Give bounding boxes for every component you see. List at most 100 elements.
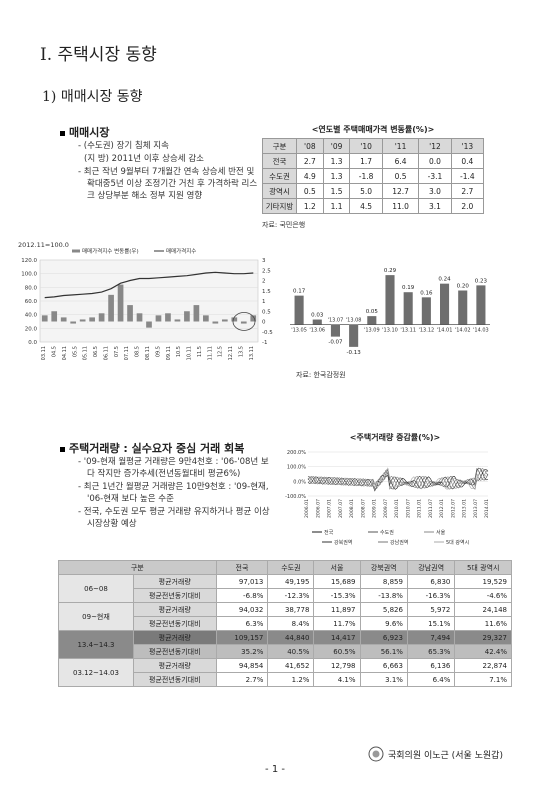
bar <box>117 284 124 322</box>
chart2-source: 자료: 한국감정원 <box>296 371 346 379</box>
table1-title: <연도별 주택매매가격 변동률(%)> <box>311 125 435 134</box>
data-label: 0.24 <box>438 277 451 283</box>
x-tick-label: '13.12 <box>419 328 435 334</box>
footer-author: 국회의원 이노근 (서울 노원갑) <box>368 746 503 762</box>
table1-header: '11 <box>381 138 420 154</box>
bar <box>240 321 247 324</box>
x-tick-label: 2014.01 <box>484 499 490 518</box>
bar <box>349 324 359 347</box>
x-tick-label: 13.11 <box>249 346 255 360</box>
y2-tick-label: 0 <box>262 320 266 326</box>
series-line <box>307 469 489 492</box>
legend-label: 5대 광역시 <box>446 539 469 546</box>
x-tick-label: 2012.01 <box>439 499 445 518</box>
bar <box>41 315 48 322</box>
legend-label: 강남권역 <box>390 539 408 546</box>
table-row: 기타지방 1.2 1.1 4.5 11.0 3.1 2.0 <box>262 198 485 214</box>
table-row: 전국 2.7 1.3 1.7 6.4 0.0 0.4 <box>262 153 485 169</box>
bar <box>193 305 200 322</box>
bar <box>367 316 377 325</box>
x-tick-label: 2011.07 <box>428 499 434 518</box>
x-tick-label: 07.5 <box>114 346 120 357</box>
table1-header: '10 <box>349 138 383 154</box>
bar <box>89 317 95 322</box>
heading-1: Ⅰ. 주택시장 동향 <box>40 45 157 65</box>
chart-title: 2012.11=100.0 <box>18 241 69 249</box>
x-tick-label: 04.11 <box>62 346 68 360</box>
bar <box>146 321 152 328</box>
y2-tick-label: -1 <box>262 340 267 346</box>
x-tick-label: 2006.07 <box>315 499 321 518</box>
x-tick-label: '14.01 <box>437 328 453 334</box>
bar <box>184 311 190 322</box>
bar <box>221 319 228 322</box>
table1-header: '12 <box>418 138 452 154</box>
x-tick-label: '13.10 <box>382 328 398 334</box>
bar <box>174 319 181 322</box>
x-tick-label: 06.5 <box>93 346 99 357</box>
bar <box>231 317 238 322</box>
bullet-item: - '09-현재 월평균 거래량은 9만4천호 : '06-'08년 보다 작지… <box>78 457 269 479</box>
transaction-volume-chart: 200.0% 100.0% 0.0% -100.0%2006.01 2006.07 200… <box>285 450 490 546</box>
table-row: 03.12~14.03 평균거래량 94,854 41,652 12,798 6,66… <box>58 658 512 687</box>
table2-header: 5대 광역시 <box>454 560 512 575</box>
y-tick-label: 80.0 <box>25 285 38 291</box>
monthly-change-chart: 0.17 '13.05 0.03 '13.06-0.07 '13.07 -0.13 '13.… <box>290 268 490 356</box>
legend-label: 매매가격지수 변동률(우) <box>82 247 139 255</box>
table-row: 평균전년동기대비 2.7% 1.2% 4.1% 3.1% 6.4% 7.1% <box>59 672 512 687</box>
x-tick-label: 2009.01 <box>372 499 378 518</box>
bar <box>70 321 77 324</box>
legend-label: 전국 <box>324 529 334 536</box>
table2-header: 수도권 <box>267 560 315 575</box>
x-tick-label: '13.11 <box>400 328 416 334</box>
x-tick-label: 09.5 <box>155 346 161 357</box>
x-tick-label: 07.11 <box>124 346 130 360</box>
y-tick-label: 60.0 <box>25 299 38 305</box>
x-tick-label: 04.5 <box>52 346 58 357</box>
bullet-item: - 최근 작년 9월부터 7개월간 연속 상승세 반전 및 확대중5년 이상 조… <box>78 167 258 201</box>
x-tick-label: 2011.01 <box>417 499 423 518</box>
square-bullet-icon <box>60 446 65 452</box>
table1-source: 자료: 국민은행 <box>262 221 306 229</box>
bar <box>250 315 257 322</box>
table-row: 13.4~14.3 평균거래량 109,157 44,840 14,417 6,923… <box>58 630 512 659</box>
x-tick-label: '13.05 <box>291 328 307 334</box>
highlight-circle <box>232 312 256 331</box>
data-label: 0.23 <box>475 278 488 284</box>
x-tick-label: '13.09 <box>364 328 380 334</box>
x-tick-label: 05.11 <box>83 346 89 360</box>
bar <box>136 313 143 322</box>
x-tick-label: 10.5 <box>176 346 182 357</box>
table1-header: '08 <box>296 138 324 154</box>
x-tick-label: 11.11 <box>207 346 213 360</box>
bar <box>60 317 67 322</box>
legend-label: 서울 <box>436 529 446 536</box>
y-tick-label: 120.0 <box>21 258 37 264</box>
bar <box>421 297 431 325</box>
table1-header: 구분 <box>262 138 297 154</box>
y-tick-label: 0.0% <box>293 479 306 485</box>
table-row: 09~현재 평균거래량 94,032 38,778 11,897 5,826 5,972… <box>58 602 512 631</box>
bar <box>79 319 86 322</box>
x-tick-label: '13.06 <box>309 328 325 334</box>
y-tick-label: 200.0% <box>287 450 306 456</box>
bar <box>476 285 486 325</box>
assembly-seal-icon <box>368 746 384 762</box>
heading-2: 1) 매매시장 동향 <box>42 89 143 105</box>
bar <box>155 315 162 322</box>
x-tick-label: 03.11 <box>41 346 47 360</box>
data-label: 0.03 <box>311 313 324 319</box>
table-row: 06~08 평균거래량 97,013 49,195 15,689 8,859 6,830… <box>58 574 512 603</box>
legend-label: 강북권역 <box>334 539 352 546</box>
bar <box>51 311 58 322</box>
x-tick-label: 13.5 <box>238 346 244 357</box>
y2-tick-label: 1 <box>262 299 266 305</box>
table-row: 수도권 4.9 1.3 -1.8 0.5 -3.1 -1.4 <box>262 168 485 184</box>
table-row: 광역시 0.5 1.5 5.0 12.7 3.0 2.7 <box>262 183 485 199</box>
x-tick-label: 12.11 <box>228 346 234 360</box>
price-index-chart: 2012.11=100.0 매매가격지수 변동률(우) 매매가격지수 120.0 1 0 0… <box>18 241 273 360</box>
legend-label: 매매가격지수 <box>166 247 196 255</box>
data-label: 0.29 <box>384 268 397 274</box>
x-tick-label: 2010.01 <box>394 499 400 518</box>
y2-tick-label: 2.5 <box>262 268 271 274</box>
